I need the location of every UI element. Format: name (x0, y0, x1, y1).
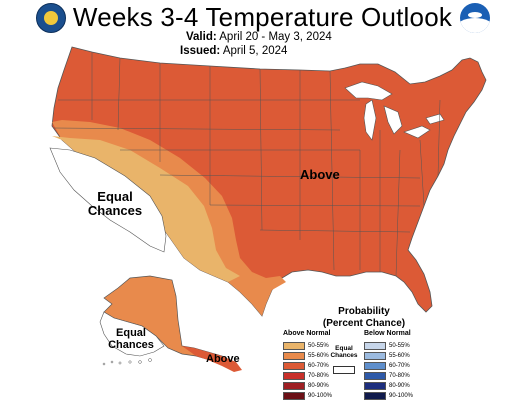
legend-below-swatch (364, 371, 386, 380)
page-title: Weeks 3-4 Temperature Outlook (72, 2, 453, 32)
legend-above-swatch (283, 391, 305, 400)
legend-below-swatch (364, 341, 386, 350)
great-lakes (344, 81, 445, 141)
legend-equal-swatch (333, 366, 355, 374)
legend-below-row: 70-80% (364, 371, 410, 380)
doc-seal-icon (36, 3, 66, 33)
legend-above-row: 90-100% (283, 391, 332, 400)
legend-below-row: 50-55% (364, 341, 410, 350)
label-equal-chances-alaska: Equal Chances (108, 327, 154, 351)
conus-equal-chances (49, 147, 167, 253)
legend-above-row: 60-70% (283, 361, 329, 370)
state-borders (53, 52, 441, 277)
legend-above-label: 60-70% (308, 362, 329, 369)
legend-above-label: 55-60% (308, 352, 329, 359)
legend-above-swatch (283, 341, 305, 350)
label-above-alaska: Above (206, 353, 240, 365)
alaska-above-60-70 (182, 346, 242, 372)
legend-above-label: 90-100% (308, 392, 333, 399)
valid-line: Valid: April 20 - May 3, 2024 (186, 31, 332, 43)
legend-above-row: 80-90% (283, 381, 329, 390)
aleutian-islands (102, 358, 152, 366)
legend-below-row: 80-90% (364, 381, 410, 390)
noaa-logo-icon (460, 3, 490, 33)
legend-below-swatch (364, 381, 386, 390)
legend-title: Probability (Percent Chance) (322, 306, 406, 329)
legend-above-label: 70-80% (308, 372, 329, 379)
label-equal-chances-west: Equal Chances (87, 189, 143, 218)
legend-above-row: 50-55% (283, 341, 329, 350)
alaska-equal-chances (99, 311, 165, 357)
legend-below-label: 55-60% (389, 352, 410, 359)
legend-below-row: 90-100% (364, 391, 413, 400)
legend-above-swatch (283, 381, 305, 390)
legend-below-label: 50-55% (389, 342, 410, 349)
legend-below-row: 60-70% (364, 361, 410, 370)
legend-below-label: 70-80% (389, 372, 410, 379)
legend-above-header: Above Normal (283, 330, 331, 337)
legend-equal-label: Equal Chances (330, 345, 358, 360)
legend-above-swatch (283, 361, 305, 370)
legend-below-swatch (364, 391, 386, 400)
legend-below-label: 90-100% (389, 392, 414, 399)
legend-below-label: 80-90% (389, 382, 410, 389)
legend-above-swatch (283, 351, 305, 360)
legend-below-swatch (364, 361, 386, 370)
legend-above-label: 50-55% (308, 342, 329, 349)
legend-above-row: 70-80% (283, 371, 329, 380)
legend-below-swatch (364, 351, 386, 360)
legend-above-swatch (283, 371, 305, 380)
issued-line: Issued: April 5, 2024 (180, 45, 288, 57)
legend-above-label: 80-90% (308, 382, 329, 389)
legend-above-row: 55-60% (283, 351, 329, 360)
legend-below-row: 55-60% (364, 351, 410, 360)
legend-below-header: Below Normal (364, 330, 411, 337)
label-above-conus: Above (300, 167, 340, 182)
legend-below-label: 60-70% (389, 362, 410, 369)
